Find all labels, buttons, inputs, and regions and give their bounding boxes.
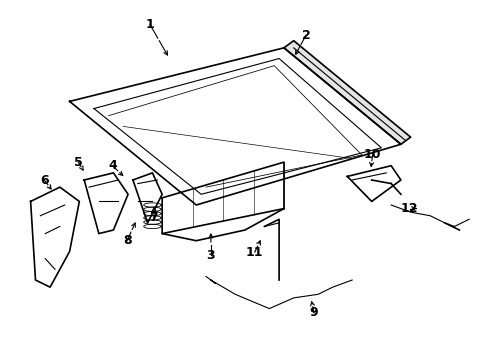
Text: 11: 11 <box>246 246 264 258</box>
Text: 12: 12 <box>401 202 418 215</box>
Text: 4: 4 <box>108 159 117 172</box>
Text: 6: 6 <box>40 174 49 186</box>
Text: 1: 1 <box>146 18 154 31</box>
Text: 8: 8 <box>123 234 131 247</box>
Text: 2: 2 <box>301 29 310 42</box>
Polygon shape <box>284 41 411 144</box>
Text: 10: 10 <box>364 148 381 161</box>
Text: 3: 3 <box>207 248 215 261</box>
Text: 5: 5 <box>74 156 83 168</box>
Text: 9: 9 <box>310 306 318 319</box>
Text: 7: 7 <box>149 211 158 224</box>
